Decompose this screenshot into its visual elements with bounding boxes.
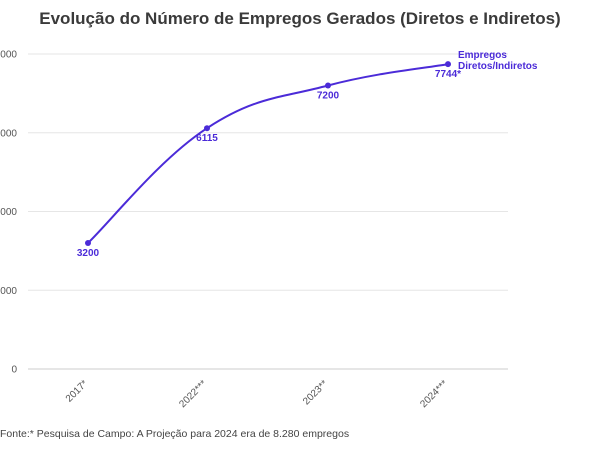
y-tick-label: 4000 — [0, 207, 17, 218]
legend-label: Empregos Diretos/Indiretos — [458, 50, 538, 72]
series-line — [87, 63, 449, 244]
data-label: 3200 — [77, 248, 100, 259]
x-tick-label: 2022*** — [177, 378, 209, 410]
y-tick-label: 6000 — [0, 128, 17, 139]
data-point — [85, 240, 91, 246]
data-label: 7200 — [317, 91, 340, 102]
data-point — [204, 125, 210, 132]
y-tick-label: 8000 — [0, 50, 17, 61]
y-tick-label: 0 — [11, 365, 17, 376]
y-tick-label: 2000 — [0, 286, 17, 297]
x-tick-label: 2023** — [301, 378, 330, 407]
data-point — [445, 61, 451, 68]
data-label: 6115 — [196, 133, 218, 144]
data-point — [325, 82, 331, 89]
chart-title: Evolução do Número de Empregos Gerados (… — [39, 9, 561, 28]
data-label: 7744* — [435, 69, 461, 80]
footnote: Fonte:* Pesquisa de Campo: A Projeção pa… — [0, 428, 350, 440]
x-tick-label: 2024*** — [418, 378, 450, 410]
x-tick-label: 2017* — [64, 378, 90, 404]
